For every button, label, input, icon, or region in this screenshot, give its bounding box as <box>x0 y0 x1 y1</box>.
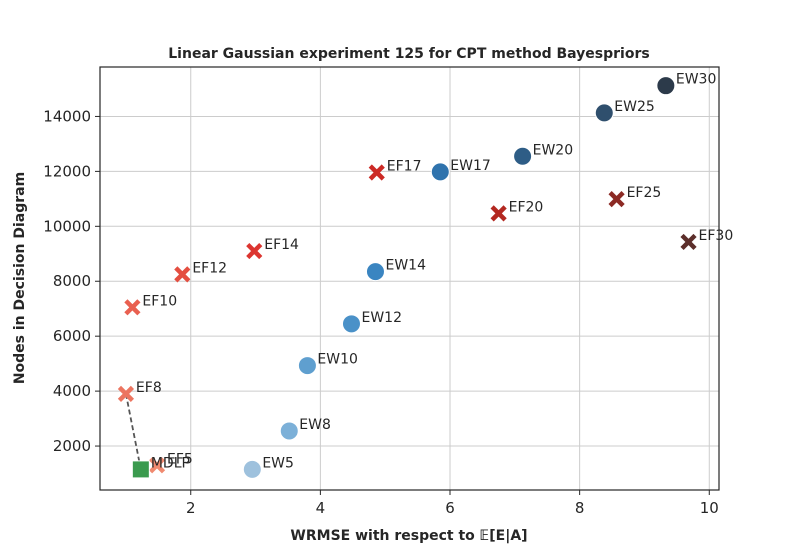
point-label-mdlp: MDLP <box>151 455 190 471</box>
point-label-ef25: EF25 <box>627 185 662 201</box>
data-point-ew25 <box>594 103 614 123</box>
x-tick-label: 6 <box>445 499 455 517</box>
data-point-ef17 <box>368 164 385 181</box>
point-label-ef5: EF5 <box>167 451 193 467</box>
plot-frame <box>99 66 720 491</box>
point-label-ef17: EF17 <box>387 158 422 174</box>
y-tick-label: 4000 <box>53 382 91 400</box>
data-point-ew30 <box>656 76 676 96</box>
point-label-ew10: EW10 <box>317 352 358 368</box>
data-point-ew20 <box>513 146 533 166</box>
point-label-ew20: EW20 <box>533 142 574 158</box>
x-tick-label: 4 <box>316 499 326 517</box>
data-point-ef25 <box>608 191 625 208</box>
point-label-ew12: EW12 <box>361 310 402 326</box>
data-point-ew17 <box>430 162 450 182</box>
point-label-ef8: EF8 <box>136 380 162 396</box>
point-label-ef14: EF14 <box>264 237 299 253</box>
y-tick-label: 12000 <box>43 162 91 180</box>
x-tick-label: 8 <box>575 499 585 517</box>
data-point-ef5 <box>148 457 166 474</box>
point-label-ew5: EW5 <box>262 455 294 471</box>
data-point-mdlp <box>131 460 150 479</box>
grid-lines <box>100 67 719 490</box>
point-label-ew25: EW25 <box>614 99 655 115</box>
point-label-ef12: EF12 <box>192 260 227 276</box>
data-point-ef8 <box>117 385 135 402</box>
y-tick-label: 10000 <box>43 217 91 235</box>
x-tick-label: 10 <box>700 499 719 517</box>
y-tick-label: 14000 <box>43 107 91 125</box>
data-points <box>117 76 697 479</box>
point-label-ef30: EF30 <box>699 228 734 244</box>
data-point-ew10 <box>297 356 317 376</box>
y-tick-label: 6000 <box>53 327 91 345</box>
y-tick-label: 8000 <box>53 272 91 290</box>
data-point-ew8 <box>279 421 299 441</box>
data-point-ef30 <box>680 233 697 251</box>
data-point-ew14 <box>365 262 385 282</box>
data-point-ef12 <box>174 266 191 283</box>
y-axis-label: Nodes in Decision Diagram <box>12 172 28 384</box>
point-label-ew8: EW8 <box>299 417 331 433</box>
chart-title: Linear Gaussian experiment 125 for CPT m… <box>168 46 649 62</box>
x-tick-label: 2 <box>186 499 196 517</box>
point-label-ew14: EW14 <box>385 258 426 274</box>
point-label-ew30: EW30 <box>676 72 717 88</box>
point-label-ef10: EF10 <box>142 293 177 309</box>
connector-lines <box>125 393 142 470</box>
y-tick-label: 2000 <box>53 437 91 455</box>
point-label-ef20: EF20 <box>509 199 544 215</box>
data-point-ef10 <box>124 299 141 316</box>
connector-line <box>125 393 142 470</box>
point-labels: EW5 EW8 EW10 EW12 EW14 EW17 EW20 EW25 EW30 EF5 EF8… <box>136 72 733 472</box>
data-point-ef20 <box>490 205 507 222</box>
point-label-ew17: EW17 <box>450 158 491 174</box>
x-axis-label: WRMSE with respect to 𝔼[E|A] <box>290 528 527 544</box>
axis-ticks: 2 4 6 8 10 2000 4000 6000 8000 10000 12000 14000 <box>43 107 719 517</box>
data-point-ef14 <box>246 242 263 260</box>
data-point-ew12 <box>341 314 361 334</box>
data-point-ew5 <box>242 459 262 479</box>
